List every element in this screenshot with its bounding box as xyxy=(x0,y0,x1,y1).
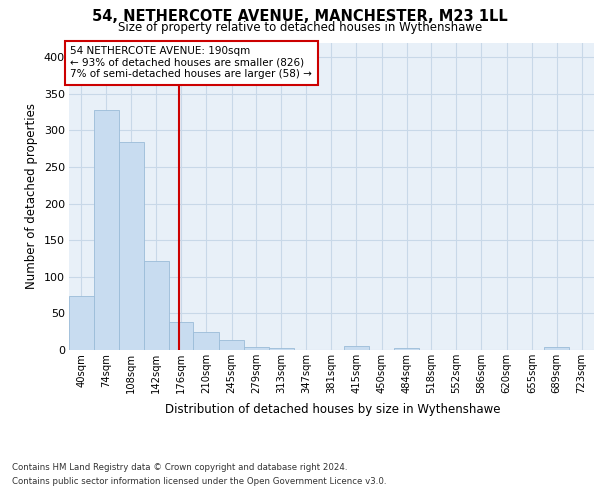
Bar xyxy=(394,348,419,350)
Bar xyxy=(193,332,219,350)
Bar xyxy=(269,348,294,350)
Bar xyxy=(344,346,369,350)
Bar xyxy=(169,322,193,350)
Bar xyxy=(94,110,119,350)
Text: 54, NETHERCOTE AVENUE, MANCHESTER, M23 1LL: 54, NETHERCOTE AVENUE, MANCHESTER, M23 1… xyxy=(92,9,508,24)
Y-axis label: Number of detached properties: Number of detached properties xyxy=(25,104,38,289)
Bar xyxy=(219,340,244,350)
Bar xyxy=(143,262,169,350)
Bar xyxy=(69,296,94,350)
Bar xyxy=(119,142,143,350)
Text: 54 NETHERCOTE AVENUE: 190sqm
← 93% of detached houses are smaller (826)
7% of se: 54 NETHERCOTE AVENUE: 190sqm ← 93% of de… xyxy=(70,46,313,80)
Text: Contains HM Land Registry data © Crown copyright and database right 2024.: Contains HM Land Registry data © Crown c… xyxy=(12,462,347,471)
Text: Size of property relative to detached houses in Wythenshawe: Size of property relative to detached ho… xyxy=(118,21,482,34)
Text: Distribution of detached houses by size in Wythenshawe: Distribution of detached houses by size … xyxy=(165,402,501,415)
Text: Contains public sector information licensed under the Open Government Licence v3: Contains public sector information licen… xyxy=(12,478,386,486)
Bar xyxy=(244,347,269,350)
Bar xyxy=(544,347,569,350)
